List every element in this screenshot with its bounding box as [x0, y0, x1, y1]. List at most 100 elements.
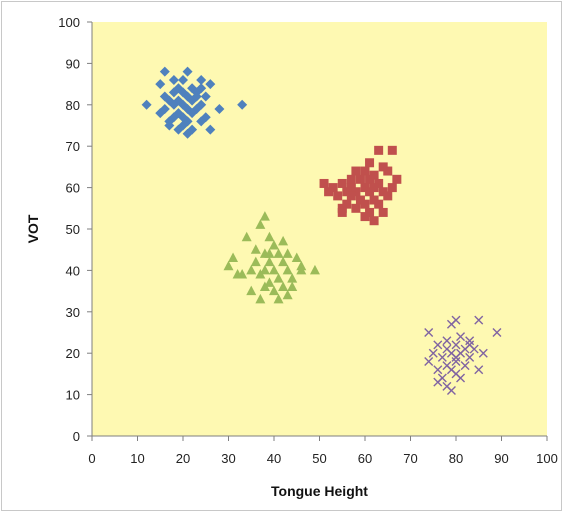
diamond-point [159, 66, 170, 77]
diamond-point [155, 108, 166, 119]
x-point [437, 352, 447, 362]
x-tick-label: 50 [312, 451, 326, 466]
triangle-point [264, 231, 275, 242]
square-point [360, 212, 370, 222]
x-tick-label: 10 [130, 451, 144, 466]
triangle-point [282, 264, 293, 275]
x-point [456, 332, 466, 342]
square-point [342, 187, 352, 197]
triangle-point [246, 285, 257, 296]
y-axis-ticks: 0 10 20 30 40 50 60 70 80 90 100 [58, 15, 92, 444]
diamond-point [196, 83, 207, 94]
diamond-point [141, 99, 152, 110]
triangle-point [246, 264, 257, 275]
triangle-point [278, 235, 289, 246]
diamond-point [200, 91, 211, 102]
triangle-point [228, 252, 239, 262]
triangle-point [255, 269, 266, 279]
x-point [446, 385, 456, 395]
diamond-point [173, 124, 184, 135]
triangle-point [269, 264, 279, 275]
square-point [355, 174, 365, 184]
triangle-point [255, 293, 266, 304]
square-point [360, 166, 370, 176]
square-point [342, 199, 352, 209]
x-point [460, 361, 470, 371]
x-tick-label: 0 [88, 451, 95, 466]
y-tick-label: 0 [73, 429, 80, 444]
data-points [141, 66, 502, 395]
square-point [383, 191, 393, 201]
x-point [446, 319, 456, 329]
triangle-point [264, 248, 275, 258]
triangle-point [259, 281, 270, 291]
x-point [465, 340, 475, 350]
x-point [433, 377, 443, 387]
y-tick-label: 70 [66, 139, 80, 154]
x-point [492, 328, 502, 337]
triangle-point [296, 260, 307, 271]
x-tick-label: 90 [494, 451, 508, 466]
square-point [365, 187, 375, 197]
square-point [374, 145, 384, 155]
x-point [465, 352, 475, 362]
triangle-point [269, 285, 279, 296]
x-point [474, 315, 484, 325]
triangle-point [287, 273, 298, 283]
series-x [424, 315, 502, 395]
square-point [324, 187, 334, 197]
diamond-point [168, 74, 179, 85]
triangle-point [291, 252, 302, 262]
diamond-point [205, 79, 216, 90]
square-point [360, 199, 370, 209]
triangle-point [223, 260, 234, 271]
triangle-point [241, 231, 252, 242]
diamond-point [237, 99, 248, 110]
x-point [465, 336, 475, 346]
diamond-point [178, 112, 188, 123]
triangle-point [282, 248, 293, 258]
triangle-point [259, 211, 270, 221]
square-point [351, 203, 361, 213]
square-point [319, 178, 329, 188]
square-point [378, 187, 388, 197]
square-point [369, 216, 379, 226]
y-tick-label: 60 [66, 181, 80, 196]
triangle-point [269, 240, 279, 250]
triangle-point [259, 264, 270, 275]
triangle-point [232, 269, 243, 279]
triangle-point [255, 219, 266, 229]
diamond-point [178, 74, 188, 85]
triangle-point [264, 277, 275, 287]
square-point [337, 178, 347, 188]
square-point [387, 145, 397, 155]
square-point [346, 191, 356, 201]
square-point [351, 187, 361, 197]
square-point [351, 166, 361, 176]
diamond-point [187, 108, 198, 119]
square-point [374, 199, 384, 209]
triangle-point [273, 248, 284, 258]
diamond-point [164, 116, 175, 127]
x-point [451, 356, 461, 366]
diamond-point [191, 91, 202, 102]
x-point [428, 348, 438, 358]
y-tick-label: 40 [66, 263, 80, 278]
square-point [365, 158, 375, 168]
square-point [360, 183, 370, 193]
triangle-point [250, 256, 261, 267]
triangle-point [278, 281, 289, 291]
x-axis-title: Tongue Height [271, 483, 368, 499]
x-tick-label: 70 [403, 451, 417, 466]
x-point [433, 365, 443, 375]
square-point [365, 174, 375, 184]
x-point [442, 344, 452, 354]
x-point [433, 340, 443, 350]
square-point [392, 174, 402, 184]
x-point [442, 336, 452, 346]
x-point [474, 365, 484, 375]
x-point [424, 356, 434, 366]
square-point [374, 178, 384, 188]
y-tick-label: 100 [58, 15, 80, 30]
triangle-point [273, 293, 284, 304]
